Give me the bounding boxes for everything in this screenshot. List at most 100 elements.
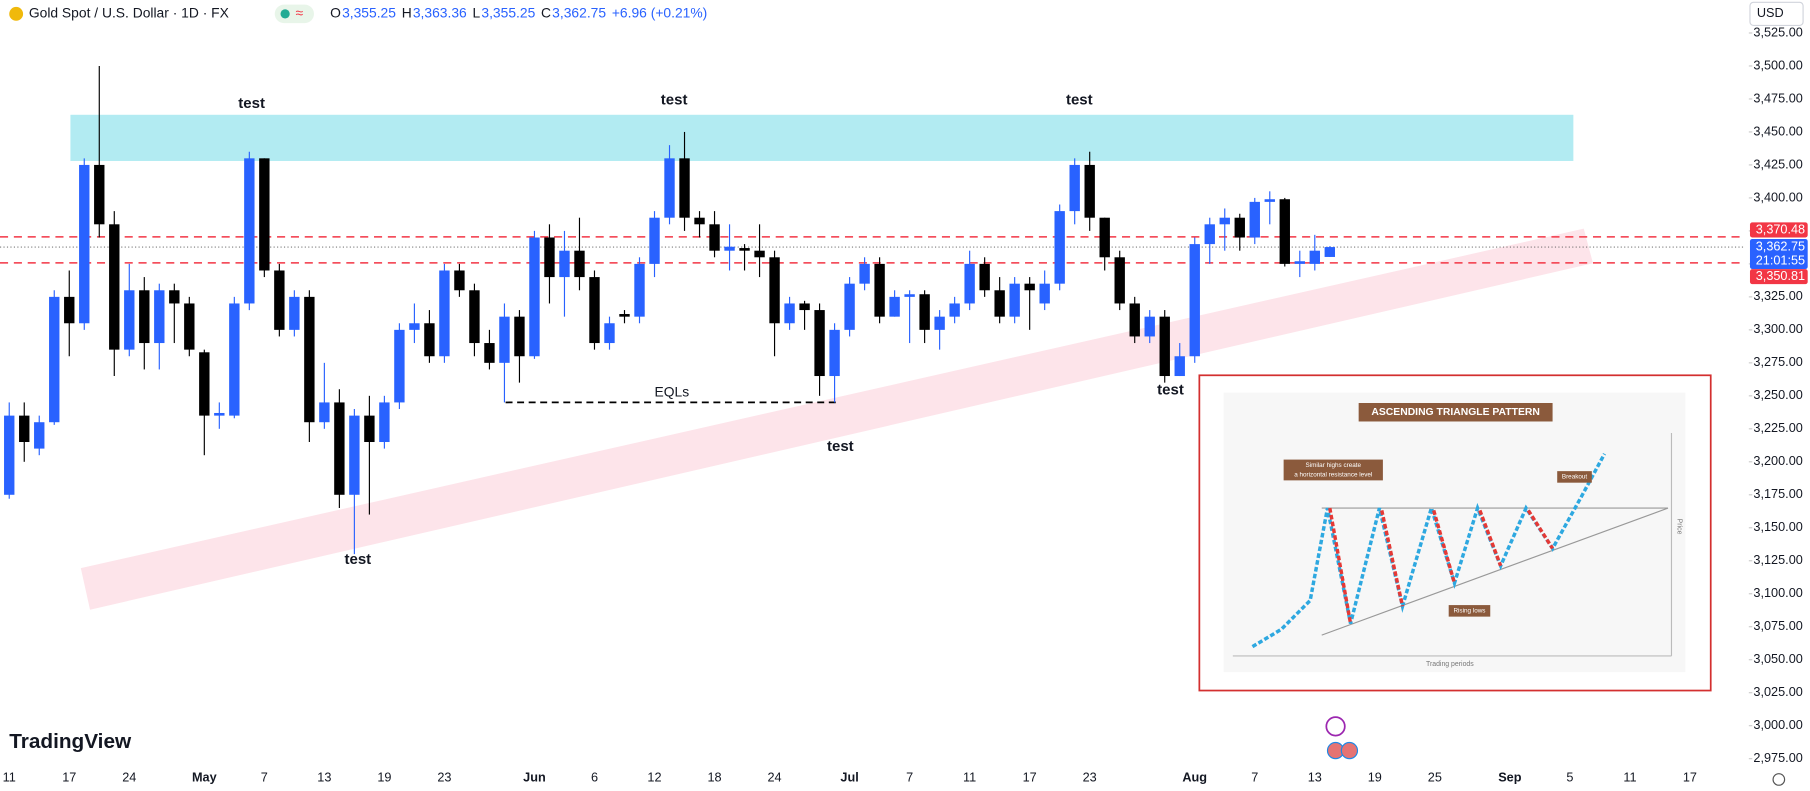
candle-body — [589, 277, 600, 344]
candle-body — [784, 303, 795, 324]
candle-body — [664, 158, 675, 218]
last-price-tag: 3,362.75 — [1756, 239, 1805, 253]
candle-body — [709, 224, 720, 251]
candle-body — [1189, 244, 1200, 357]
y-tick-label: 3,175.00 — [1753, 487, 1802, 501]
y-tick-label: 3,450.00 — [1753, 124, 1802, 138]
candle-body — [1264, 199, 1275, 202]
y-tick-label: 3,200.00 — [1753, 454, 1802, 468]
last-price-tag-bg — [1749, 238, 1808, 270]
watermark: TradingView — [9, 730, 132, 753]
x-tick-label: 13 — [1308, 771, 1322, 785]
x-tick-label: 6 — [591, 771, 598, 785]
candle-body — [1219, 217, 1230, 225]
candle-body — [604, 323, 615, 344]
candle-body — [1309, 250, 1320, 264]
candle-body — [364, 415, 375, 443]
inset-image: ASCENDING TRIANGLE PATTERN Similar highs… — [1198, 374, 1712, 692]
candle-body — [814, 310, 825, 377]
y-tick-label: 3,275.00 — [1753, 355, 1802, 369]
x-tick-label: 23 — [437, 771, 451, 785]
candle-body — [979, 263, 990, 291]
candle-body — [1294, 261, 1305, 264]
candle-body — [754, 250, 765, 258]
y-tick-label: 3,125.00 — [1753, 553, 1802, 567]
candle-body — [619, 314, 630, 317]
candle-body — [529, 237, 540, 357]
ohlc-letter: O — [330, 5, 341, 21]
candle-body — [949, 303, 960, 317]
x-tick-label: 17 — [1683, 771, 1697, 785]
price-tag-bg — [1749, 222, 1808, 238]
candle-body — [94, 164, 105, 225]
symbol-icon — [9, 6, 24, 21]
y-tick-label: 3,000.00 — [1753, 718, 1802, 732]
candle-body — [34, 422, 45, 449]
y-tick-label: 3,050.00 — [1753, 652, 1802, 666]
candle-body — [1129, 303, 1140, 337]
ohlc-value: 3,362.75 — [552, 5, 606, 21]
x-tick-label: Jun — [523, 771, 546, 785]
candle-body — [439, 270, 450, 357]
candle-body — [304, 296, 315, 423]
candle-body — [124, 290, 135, 350]
inset-note: Breakout — [1562, 474, 1588, 481]
candle-body — [244, 158, 255, 304]
candle-body — [1279, 199, 1290, 264]
x-tick-label: Aug — [1182, 771, 1207, 785]
candle-body — [4, 415, 15, 495]
candle-body — [79, 164, 90, 324]
candle-body — [919, 294, 930, 330]
y-tick-label: 3,525.00 — [1753, 25, 1802, 39]
candle-body — [514, 316, 525, 357]
candle-body — [649, 217, 660, 264]
inset-note: Similar highs create — [1305, 462, 1361, 469]
x-tick-label: 11 — [1623, 771, 1636, 785]
candle-body — [1114, 257, 1125, 304]
candle-body — [964, 263, 975, 304]
x-tick-label: 17 — [1023, 771, 1037, 785]
candle-body — [409, 323, 420, 330]
resistance-zone — [70, 114, 1574, 161]
annotation: test — [827, 438, 854, 455]
x-tick-label: 7 — [906, 771, 913, 785]
candle-body — [349, 415, 360, 495]
candle-body — [154, 290, 165, 344]
candle-body — [679, 158, 690, 218]
candle-body — [214, 412, 225, 416]
ohlc-letter: H — [402, 5, 412, 21]
candle-body — [484, 343, 495, 363]
candle-body — [184, 303, 195, 350]
x-tick-label: 7 — [1251, 771, 1258, 785]
candle-body — [379, 402, 390, 443]
candle-body — [634, 263, 645, 317]
event-icon[interactable] — [1325, 716, 1346, 737]
annotation: test — [661, 91, 688, 108]
candle-body — [904, 294, 915, 297]
candle-body — [169, 290, 180, 304]
status-icon: ≈ — [296, 5, 304, 21]
candle-body — [454, 270, 465, 291]
price-tag-bg — [1749, 269, 1808, 285]
annotation: test — [1066, 91, 1093, 108]
currency-button[interactable] — [1749, 1, 1804, 26]
x-tick-label: 23 — [1083, 771, 1097, 785]
annotation: test — [238, 95, 265, 112]
candle-body — [1099, 217, 1110, 258]
candle-body — [1084, 164, 1095, 218]
candle-body — [274, 270, 285, 330]
settings-icon[interactable] — [1772, 773, 1786, 786]
ohlc-value: 3,355.25 — [342, 5, 396, 21]
event-icon[interactable] — [1340, 741, 1359, 760]
currency[interactable]: USD — [1757, 6, 1784, 20]
x-tick-label: 19 — [377, 771, 391, 785]
y-tick-label: 3,425.00 — [1753, 157, 1802, 171]
candle-body — [769, 257, 780, 324]
inset-note: Rising lows — [1453, 608, 1485, 615]
status-badge — [274, 4, 314, 24]
x-tick-label: 25 — [1428, 771, 1442, 785]
symbol-title: Gold Spot / U.S. Dollar · 1D · FX — [29, 5, 229, 21]
y-tick-label: 3,100.00 — [1753, 586, 1802, 600]
plot-area — [0, 65, 1746, 555]
